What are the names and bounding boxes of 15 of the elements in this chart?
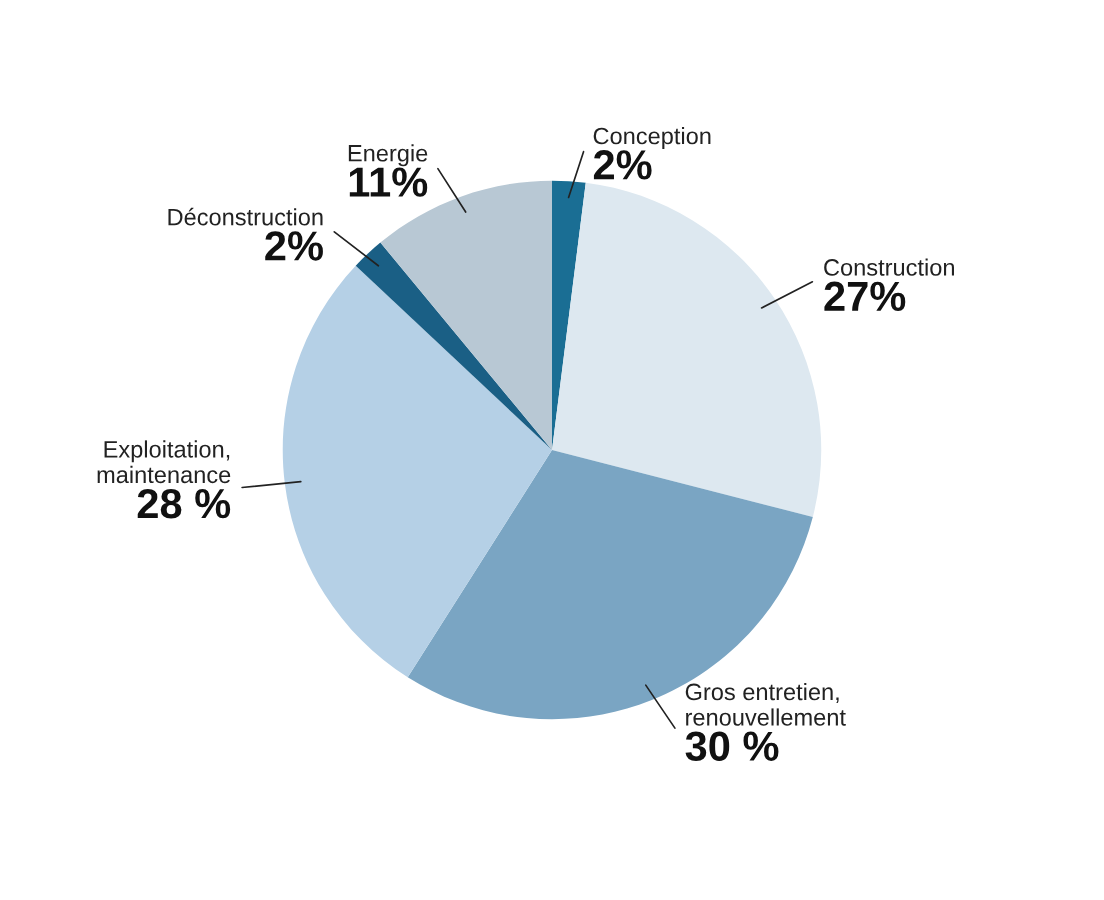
pie-slice bbox=[282, 265, 552, 678]
data-label: 2% bbox=[265, 231, 323, 261]
data-label: 30 % bbox=[685, 731, 779, 762]
data-label: 11% bbox=[349, 167, 428, 197]
data-label: 2% bbox=[593, 150, 652, 180]
slice-label: Conception bbox=[593, 127, 711, 150]
pie-slice bbox=[552, 182, 822, 517]
slice-label: Construction bbox=[824, 258, 954, 276]
slice-label: Déconstruction bbox=[168, 207, 323, 226]
pie-slice bbox=[355, 242, 552, 450]
data-label: 27% bbox=[824, 281, 906, 312]
slice-label: Gros entretien, renouvellement bbox=[685, 682, 846, 726]
slice-label: Exploitation, maintenance bbox=[97, 440, 231, 484]
data-label: 28 % bbox=[137, 488, 231, 519]
slice-label: Energie bbox=[348, 144, 428, 167]
